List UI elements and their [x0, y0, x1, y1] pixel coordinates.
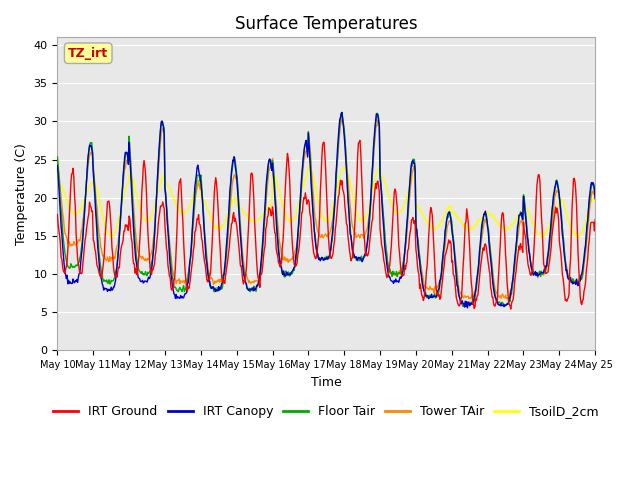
Line: IRT Ground: IRT Ground [58, 140, 595, 309]
Line: Tower TAir: Tower TAir [58, 118, 595, 299]
Legend: IRT Ground, IRT Canopy, Floor Tair, Tower TAir, TsoilD_2cm: IRT Ground, IRT Canopy, Floor Tair, Towe… [49, 400, 604, 423]
Text: TZ_irt: TZ_irt [68, 47, 108, 60]
Line: TsoilD_2cm: TsoilD_2cm [58, 166, 595, 237]
Line: IRT Canopy: IRT Canopy [58, 112, 595, 308]
Line: Floor Tair: Floor Tair [58, 113, 595, 307]
X-axis label: Time: Time [311, 376, 342, 389]
Y-axis label: Temperature (C): Temperature (C) [15, 143, 28, 245]
Title: Surface Temperatures: Surface Temperatures [235, 15, 418, 33]
